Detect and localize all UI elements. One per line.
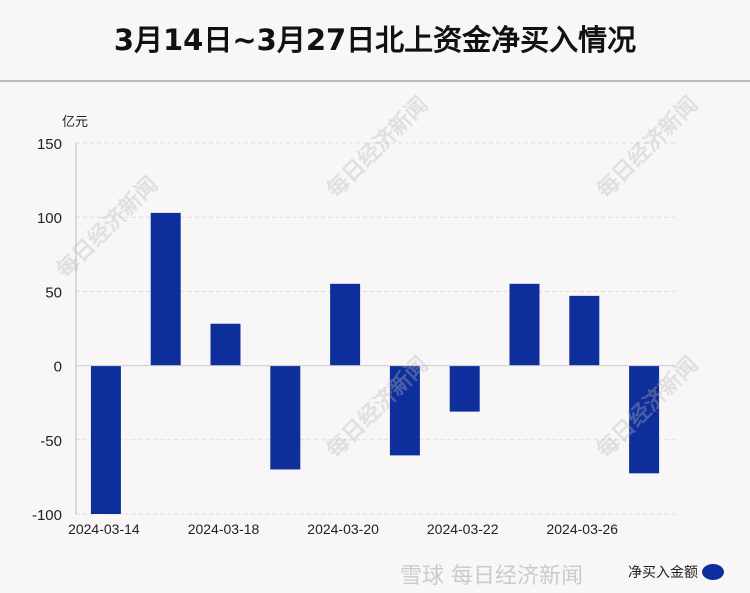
bar-2024-03-26 xyxy=(569,295,600,366)
x-tick-label: 2024-03-14 xyxy=(68,521,140,537)
y-tick-label: 100 xyxy=(37,210,62,227)
y-tick-label: -50 xyxy=(40,433,62,450)
bar-2024-03-15 xyxy=(150,212,181,366)
bar-2024-03-14 xyxy=(90,365,121,514)
bar-2024-03-25 xyxy=(509,283,540,366)
y-tick-label: 150 xyxy=(37,136,62,153)
y-tick-label: -100 xyxy=(32,507,62,524)
x-tick-label: 2024-03-22 xyxy=(427,521,499,537)
y-tick-label: 0 xyxy=(54,359,62,376)
bar-2024-03-18 xyxy=(210,323,241,366)
y-axis-label: 亿元 xyxy=(62,115,88,130)
title-divider xyxy=(0,80,750,82)
x-tick-label: 2024-03-18 xyxy=(188,521,260,537)
bar-2024-03-20 xyxy=(330,283,361,366)
x-tick-label: 2024-03-20 xyxy=(307,521,379,537)
y-tick-label: 50 xyxy=(45,284,62,301)
bar-2024-03-27 xyxy=(629,365,660,474)
chart-title: 3月14日~3月27日北上资金净买入情况 xyxy=(113,23,637,57)
footer-watermark: 雪球 每日经济新闻 xyxy=(400,564,583,589)
legend-swatch xyxy=(702,564,724,580)
bar-2024-03-22 xyxy=(449,365,480,412)
bar-2024-03-19 xyxy=(270,365,301,470)
bar-2024-03-21 xyxy=(389,365,420,456)
legend: 净买入金额 xyxy=(628,562,724,582)
x-tick-label: 2024-03-26 xyxy=(546,521,618,537)
legend-label: 净买入金额 xyxy=(628,565,698,581)
